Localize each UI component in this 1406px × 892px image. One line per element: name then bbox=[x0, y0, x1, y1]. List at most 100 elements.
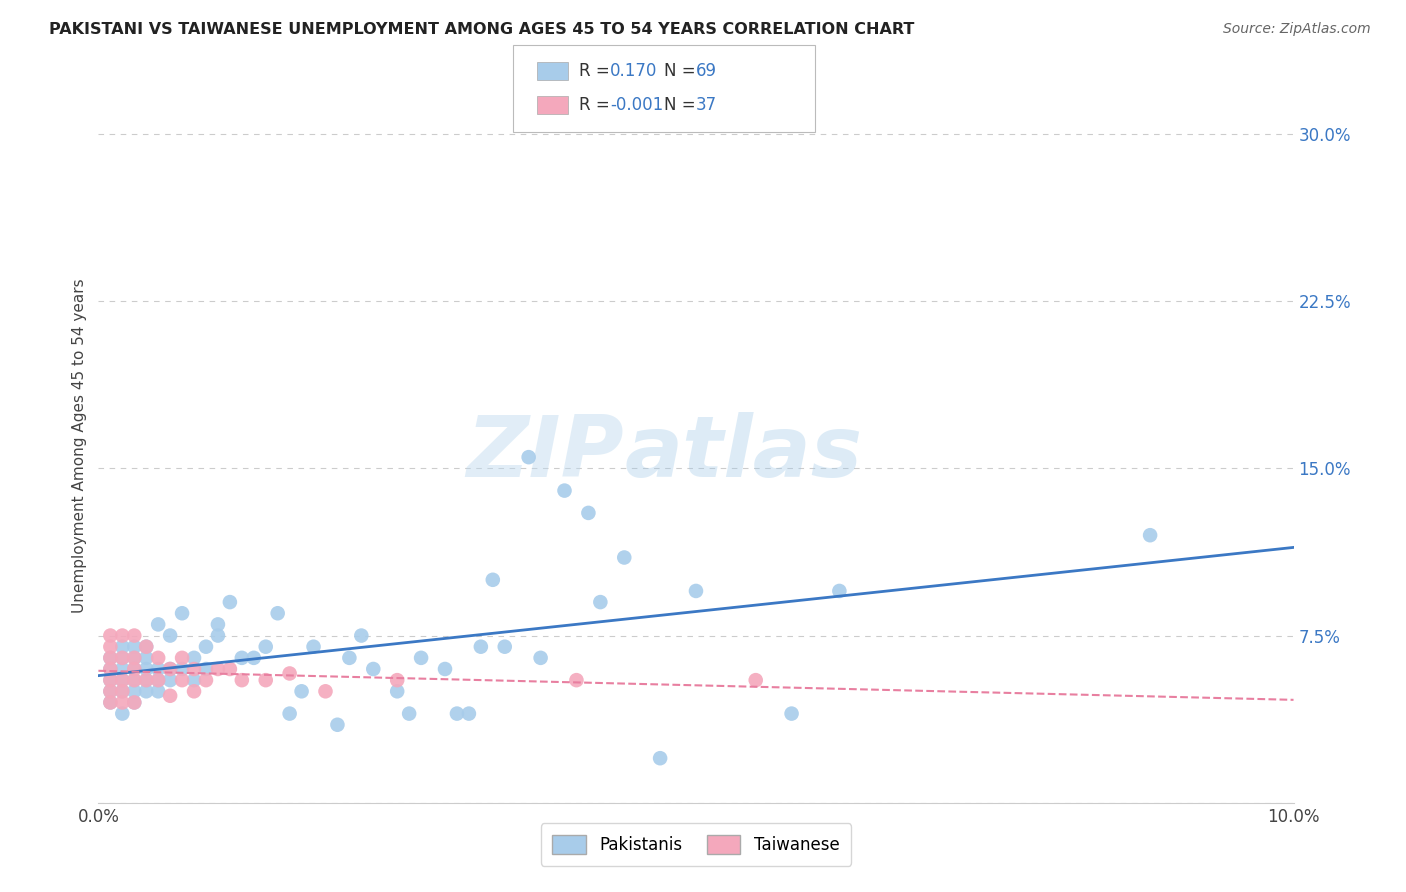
Point bbox=[135, 673, 157, 687]
Point bbox=[124, 640, 146, 654]
Point bbox=[207, 662, 229, 676]
Point bbox=[111, 651, 134, 665]
Point bbox=[98, 673, 122, 687]
Point bbox=[148, 662, 170, 676]
Point bbox=[159, 628, 181, 642]
Point bbox=[98, 684, 122, 698]
Point bbox=[231, 673, 253, 687]
Point bbox=[589, 595, 612, 609]
Point bbox=[98, 651, 122, 665]
Point bbox=[745, 673, 768, 687]
Point bbox=[446, 706, 468, 721]
Point bbox=[135, 684, 157, 698]
Point bbox=[302, 640, 325, 654]
Point bbox=[98, 651, 122, 665]
Point bbox=[254, 673, 277, 687]
Point bbox=[124, 662, 146, 676]
Point bbox=[482, 573, 505, 587]
Point bbox=[135, 640, 157, 654]
Point bbox=[111, 673, 134, 687]
Point bbox=[124, 651, 146, 665]
Point bbox=[111, 628, 134, 642]
Point bbox=[159, 673, 181, 687]
Point bbox=[195, 662, 218, 676]
Point bbox=[315, 684, 337, 698]
Point bbox=[398, 706, 420, 721]
Point bbox=[517, 450, 540, 464]
Text: 0.170: 0.170 bbox=[610, 62, 658, 80]
Point bbox=[111, 684, 134, 698]
Point bbox=[135, 673, 157, 687]
Point bbox=[278, 706, 301, 721]
Point bbox=[172, 651, 194, 665]
Point bbox=[135, 662, 157, 676]
Point bbox=[828, 583, 851, 598]
Point bbox=[148, 673, 170, 687]
Text: PAKISTANI VS TAIWANESE UNEMPLOYMENT AMONG AGES 45 TO 54 YEARS CORRELATION CHART: PAKISTANI VS TAIWANESE UNEMPLOYMENT AMON… bbox=[49, 22, 914, 37]
Point bbox=[685, 583, 707, 598]
Point bbox=[172, 662, 194, 676]
Point bbox=[98, 684, 122, 698]
Text: R =: R = bbox=[579, 96, 610, 114]
Point bbox=[98, 696, 122, 710]
Point bbox=[291, 684, 314, 698]
Point bbox=[124, 684, 146, 698]
Point bbox=[195, 640, 218, 654]
Point bbox=[195, 673, 218, 687]
Point bbox=[98, 628, 122, 642]
Point bbox=[98, 696, 122, 710]
Point bbox=[148, 617, 170, 632]
Point bbox=[219, 662, 242, 676]
Point bbox=[159, 662, 181, 676]
Point bbox=[135, 651, 157, 665]
Point bbox=[124, 651, 146, 665]
Point bbox=[243, 651, 266, 665]
Point bbox=[554, 483, 576, 498]
Point bbox=[111, 662, 134, 676]
Point bbox=[780, 706, 803, 721]
Text: Source: ZipAtlas.com: Source: ZipAtlas.com bbox=[1223, 22, 1371, 37]
Point bbox=[111, 673, 134, 687]
Point bbox=[267, 607, 290, 621]
Point bbox=[207, 628, 229, 642]
Point bbox=[411, 651, 433, 665]
Text: atlas: atlas bbox=[624, 411, 862, 495]
Point bbox=[458, 706, 481, 721]
Point bbox=[148, 651, 170, 665]
Point bbox=[172, 673, 194, 687]
Point bbox=[254, 640, 277, 654]
Text: 37: 37 bbox=[696, 96, 717, 114]
Point bbox=[183, 684, 205, 698]
Point bbox=[326, 717, 349, 731]
Point bbox=[530, 651, 553, 665]
Point bbox=[565, 673, 588, 687]
Point bbox=[183, 673, 205, 687]
Text: N =: N = bbox=[664, 62, 695, 80]
Legend: Pakistanis, Taiwanese: Pakistanis, Taiwanese bbox=[541, 823, 851, 866]
Point bbox=[111, 696, 134, 710]
Point bbox=[124, 673, 146, 687]
Y-axis label: Unemployment Among Ages 45 to 54 years: Unemployment Among Ages 45 to 54 years bbox=[72, 278, 87, 614]
Point bbox=[385, 684, 409, 698]
Point bbox=[207, 617, 229, 632]
Point bbox=[613, 550, 636, 565]
Point bbox=[124, 673, 146, 687]
Point bbox=[350, 628, 373, 642]
Point bbox=[278, 666, 301, 681]
Point bbox=[124, 628, 146, 642]
Point bbox=[470, 640, 492, 654]
Point bbox=[98, 662, 122, 676]
Point bbox=[434, 662, 457, 676]
Point bbox=[385, 673, 409, 687]
Point bbox=[135, 640, 157, 654]
Point bbox=[98, 673, 122, 687]
Point bbox=[339, 651, 361, 665]
Point bbox=[98, 662, 122, 676]
Point bbox=[159, 689, 181, 703]
Point bbox=[650, 751, 672, 765]
Point bbox=[219, 595, 242, 609]
Point bbox=[159, 662, 181, 676]
Point bbox=[578, 506, 600, 520]
Text: -0.001: -0.001 bbox=[610, 96, 664, 114]
Text: N =: N = bbox=[664, 96, 695, 114]
